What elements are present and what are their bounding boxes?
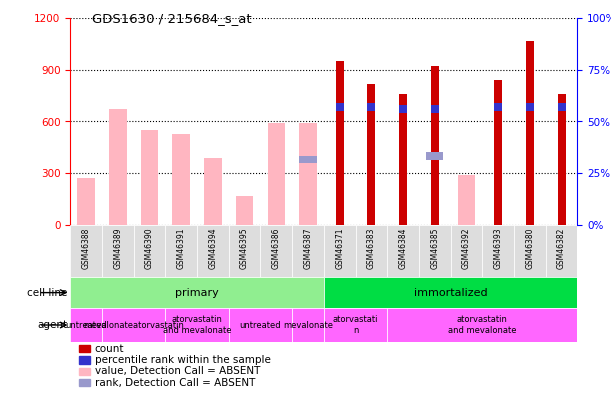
Bar bbox=[78, 178, 95, 225]
Text: atorvastatin
and mevalonate: atorvastatin and mevalonate bbox=[448, 315, 516, 335]
Bar bbox=[324, 277, 577, 308]
Bar bbox=[102, 225, 134, 277]
Text: GSM46393: GSM46393 bbox=[494, 228, 503, 269]
Bar bbox=[387, 309, 577, 341]
Bar bbox=[134, 225, 166, 277]
Bar bbox=[324, 309, 387, 341]
Text: GSM46391: GSM46391 bbox=[177, 228, 186, 269]
Text: GSM46371: GSM46371 bbox=[335, 228, 344, 269]
Bar bbox=[102, 309, 166, 341]
Bar bbox=[70, 277, 324, 308]
Bar bbox=[426, 152, 444, 160]
Text: GSM46385: GSM46385 bbox=[430, 228, 439, 269]
Bar bbox=[229, 309, 292, 341]
Text: value, Detection Call = ABSENT: value, Detection Call = ABSENT bbox=[95, 367, 260, 376]
Text: atorvastati
n: atorvastati n bbox=[333, 315, 378, 335]
Bar bbox=[494, 80, 502, 225]
Text: GSM46380: GSM46380 bbox=[525, 228, 535, 269]
Text: mevalonate: mevalonate bbox=[283, 320, 333, 330]
Bar bbox=[458, 175, 475, 225]
Bar bbox=[70, 309, 102, 341]
Bar bbox=[70, 225, 102, 277]
Bar bbox=[526, 103, 534, 111]
Text: GSM46389: GSM46389 bbox=[113, 228, 122, 269]
Bar bbox=[387, 225, 419, 277]
Text: GSM46390: GSM46390 bbox=[145, 228, 154, 269]
Bar bbox=[324, 225, 356, 277]
Text: GSM46395: GSM46395 bbox=[240, 228, 249, 269]
Text: atorvastatin
and mevalonate: atorvastatin and mevalonate bbox=[163, 315, 232, 335]
Text: immortalized: immortalized bbox=[414, 288, 488, 298]
Bar bbox=[399, 94, 407, 225]
Bar bbox=[367, 83, 375, 225]
Bar bbox=[431, 105, 439, 113]
Bar bbox=[558, 103, 566, 111]
Bar bbox=[172, 134, 190, 225]
Bar bbox=[141, 130, 158, 225]
Bar bbox=[335, 103, 343, 111]
Text: GDS1630 / 215684_s_at: GDS1630 / 215684_s_at bbox=[92, 12, 251, 25]
Text: count: count bbox=[95, 344, 124, 354]
Bar bbox=[292, 225, 324, 277]
Bar bbox=[299, 156, 316, 163]
Bar bbox=[419, 225, 451, 277]
Bar bbox=[367, 103, 375, 111]
Text: GSM46386: GSM46386 bbox=[272, 228, 281, 269]
Bar bbox=[494, 103, 502, 111]
Text: GSM46383: GSM46383 bbox=[367, 228, 376, 269]
Bar bbox=[166, 309, 229, 341]
Bar bbox=[526, 40, 534, 225]
Bar bbox=[260, 225, 292, 277]
Bar bbox=[268, 123, 285, 225]
Text: GSM46382: GSM46382 bbox=[557, 228, 566, 269]
Bar bbox=[229, 225, 260, 277]
Bar bbox=[514, 225, 546, 277]
Bar bbox=[558, 94, 566, 225]
Text: mevalonateatorvastatin: mevalonateatorvastatin bbox=[83, 320, 184, 330]
Bar bbox=[236, 196, 254, 225]
Bar bbox=[204, 158, 222, 225]
Text: cell line: cell line bbox=[27, 288, 67, 298]
Text: rank, Detection Call = ABSENT: rank, Detection Call = ABSENT bbox=[95, 378, 255, 388]
Text: primary: primary bbox=[175, 288, 219, 298]
Bar bbox=[197, 225, 229, 277]
Bar bbox=[451, 225, 482, 277]
Text: untreated: untreated bbox=[65, 320, 107, 330]
Bar bbox=[482, 225, 514, 277]
Text: GSM46392: GSM46392 bbox=[462, 228, 471, 269]
Text: percentile rank within the sample: percentile rank within the sample bbox=[95, 355, 271, 365]
Bar bbox=[431, 66, 439, 225]
Bar bbox=[166, 225, 197, 277]
Bar bbox=[356, 225, 387, 277]
Text: GSM46384: GSM46384 bbox=[398, 228, 408, 269]
Bar bbox=[299, 123, 316, 225]
Bar bbox=[399, 105, 407, 113]
Text: untreated: untreated bbox=[240, 320, 281, 330]
Bar bbox=[109, 109, 126, 225]
Text: agent: agent bbox=[37, 320, 67, 330]
Bar bbox=[546, 225, 577, 277]
Bar bbox=[292, 309, 324, 341]
Bar bbox=[335, 61, 343, 225]
Text: GSM46394: GSM46394 bbox=[208, 228, 218, 269]
Text: GSM46388: GSM46388 bbox=[82, 228, 90, 269]
Text: GSM46387: GSM46387 bbox=[304, 228, 312, 269]
